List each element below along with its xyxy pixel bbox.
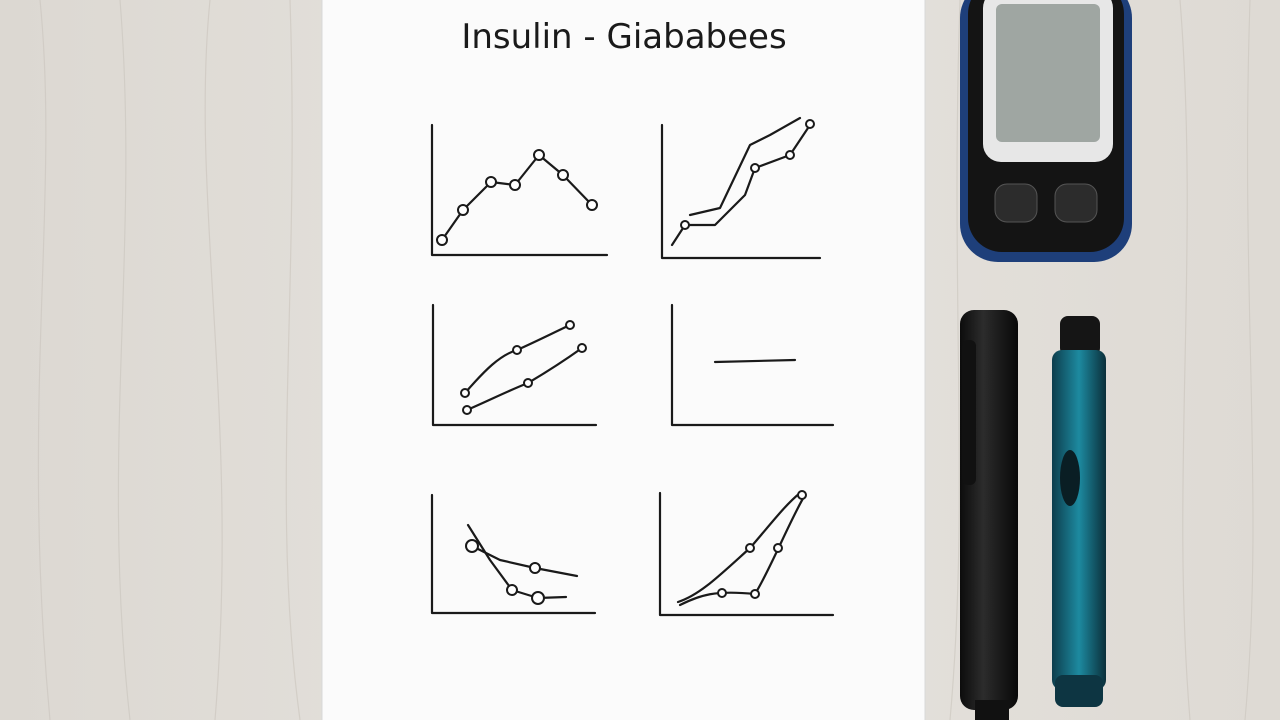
- sketch-chart: [431, 303, 598, 427]
- sketch-chart: [670, 303, 835, 427]
- wood-grain: [37, 0, 1254, 720]
- paper: [321, 0, 926, 720]
- sketch-chart: [430, 123, 609, 257]
- sketch-chart: [430, 493, 597, 615]
- pen: [960, 310, 1018, 720]
- sketch-chart: [658, 490, 835, 617]
- sketch-chart: [660, 116, 822, 260]
- insulin-pen: [1052, 316, 1106, 707]
- paper-title: Insulin - Giababees: [461, 17, 786, 57]
- glucose-meter: [960, 0, 1132, 262]
